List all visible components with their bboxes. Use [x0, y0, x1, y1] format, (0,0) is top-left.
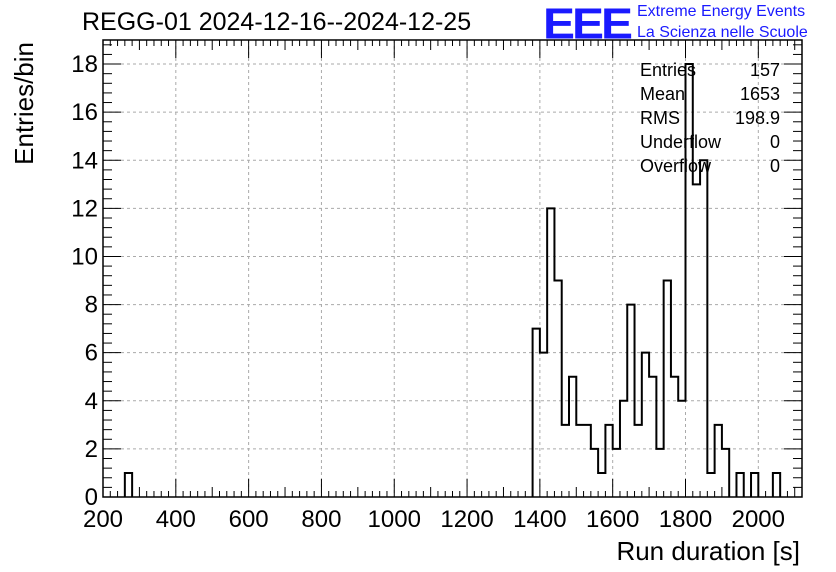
stat-row-mean: Mean 1653 — [640, 82, 780, 106]
x-tick-label: 1600 — [586, 506, 639, 533]
stat-label: Entries — [640, 60, 697, 80]
axis-ticks — [102, 40, 803, 498]
stat-row-underflow: Underflow 0 — [640, 130, 780, 154]
stat-label: Underflow — [640, 132, 722, 152]
histogram-bin — [562, 425, 569, 497]
y-tick-label: 8 — [85, 292, 98, 319]
y-axis-label: Entries/bin — [9, 42, 39, 165]
y-tick-label: 4 — [85, 388, 98, 415]
stat-value: 157 — [749, 60, 780, 80]
histogram-bin — [125, 473, 132, 497]
histogram-bin — [693, 184, 700, 497]
x-tick-label: 1000 — [368, 506, 421, 533]
x-axis-label: Run duration [s] — [616, 536, 800, 566]
x-tick-label: 2000 — [732, 506, 785, 533]
y-tick-label: 12 — [71, 195, 98, 222]
histogram-bin — [533, 329, 540, 497]
stat-label: Overflow — [640, 156, 712, 176]
y-tick-label: 14 — [71, 147, 98, 174]
chart-title: REGG-01 2024-12-16--2024-12-25 — [82, 8, 472, 36]
y-tick-label: 10 — [71, 243, 98, 270]
x-tick-labels: 200 400 600 800 1000 1200 1400 1600 1800 2000 — [83, 506, 785, 533]
stat-row-entries: Entries 157 — [640, 58, 780, 82]
stat-value: 1653 — [739, 84, 780, 104]
x-tick-label: 1800 — [659, 506, 712, 533]
histogram-bin — [635, 425, 642, 497]
stat-label: Mean — [640, 84, 686, 104]
histogram-bin — [576, 425, 583, 497]
y-tick-label: 18 — [71, 51, 98, 78]
histogram-bin — [642, 353, 649, 497]
histogram-bin — [649, 377, 656, 497]
histogram-bin — [700, 160, 707, 497]
histogram-bin — [613, 449, 620, 497]
y-tick-label: 6 — [85, 340, 98, 367]
stat-label: RMS — [640, 108, 680, 128]
histogram-bin — [722, 449, 729, 497]
x-tick-label: 1400 — [513, 506, 566, 533]
histogram-bin — [664, 281, 671, 497]
x-tick-label: 600 — [229, 506, 269, 533]
stat-row-rms: RMS 198.9 — [640, 106, 780, 130]
histogram-bin — [605, 425, 612, 497]
histogram-bin — [671, 377, 678, 497]
y-tick-label: 2 — [85, 436, 98, 463]
stat-row-overflow: Overflow 0 — [640, 154, 780, 178]
histogram-bin — [656, 449, 663, 497]
y-tick-label: 16 — [71, 99, 98, 126]
histogram-bin — [707, 473, 714, 497]
x-tick-label: 1200 — [440, 506, 493, 533]
stat-value: 0 — [769, 132, 780, 152]
histogram-bin — [591, 449, 598, 497]
histogram-bars — [123, 63, 782, 497]
histogram-bin — [751, 473, 758, 497]
histogram-bin — [715, 425, 722, 497]
logo-text-line1: Extreme Energy Events — [637, 3, 806, 20]
stat-value: 198.9 — [734, 108, 780, 128]
histogram-bin — [584, 425, 591, 497]
logo-text-line2: La Scienza nelle Scuole — [637, 24, 808, 41]
histogram-bin — [554, 281, 561, 497]
histogram-bin — [736, 473, 743, 497]
x-tick-label: 400 — [156, 506, 196, 533]
histogram-bin — [569, 377, 576, 497]
histogram-outline — [123, 63, 782, 497]
stat-value: 0 — [769, 156, 780, 176]
y-tick-label: 0 — [85, 484, 98, 511]
histogram-bin — [598, 473, 605, 497]
x-tick-label: 800 — [301, 506, 341, 533]
stats-box: Entries 157 Mean 1653 RMS 198.9 Underflo… — [640, 58, 780, 178]
y-tick-labels: 0 2 4 6 8 10 12 14 16 18 — [71, 51, 98, 511]
histogram-bin — [773, 473, 780, 497]
x-tick-label: 200 — [83, 506, 123, 533]
histogram-bin — [540, 353, 547, 497]
eee-logo: EEE — [543, 0, 633, 49]
